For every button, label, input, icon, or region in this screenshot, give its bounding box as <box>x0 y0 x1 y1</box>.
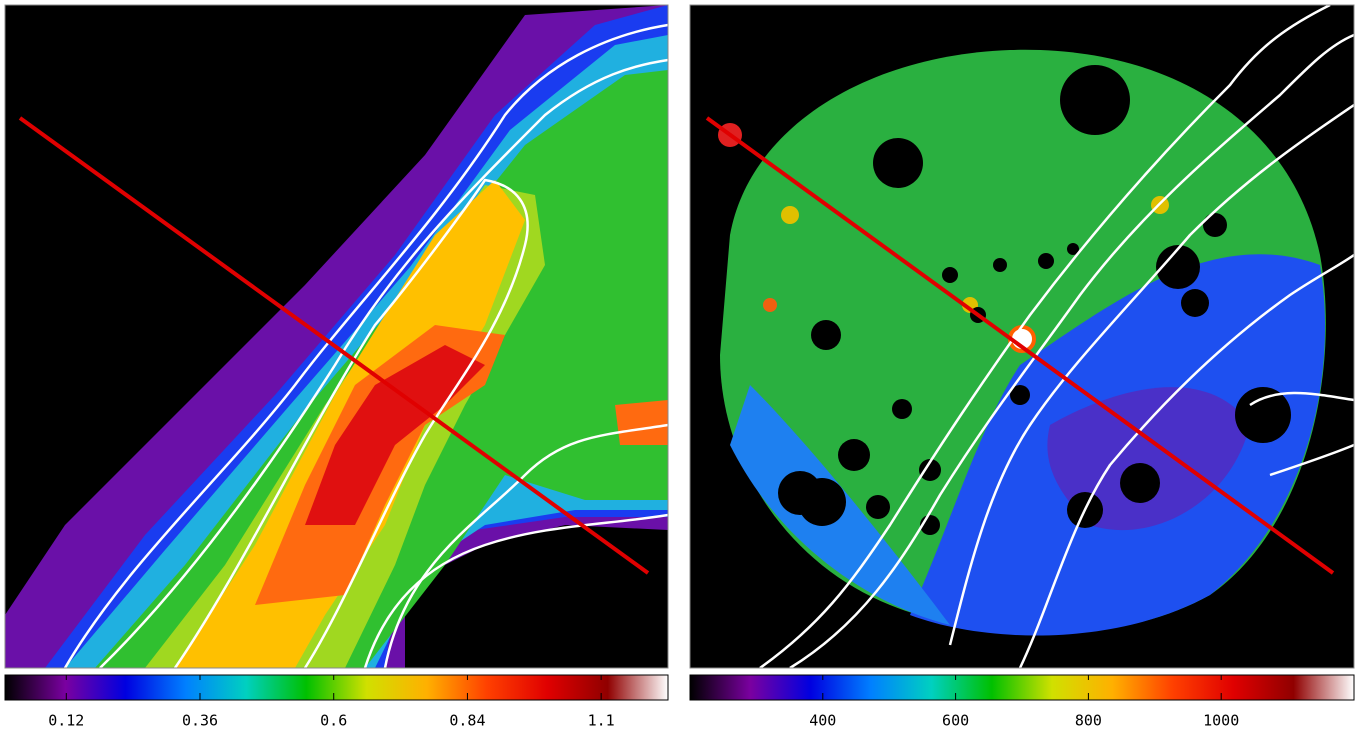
contour <box>1269 443 1355 477</box>
colorbar-tick-label: 1000 <box>1203 712 1239 730</box>
masked-source <box>1235 387 1291 443</box>
contour <box>1018 253 1355 669</box>
contour <box>99 58 669 669</box>
contour <box>63 23 669 669</box>
panel-frame <box>689 4 1355 669</box>
masked-source <box>919 459 941 481</box>
cut-line <box>18 116 650 575</box>
contour <box>1249 391 1355 407</box>
colorbar-tick-label: 0.12 <box>48 712 84 730</box>
hot-spot <box>781 206 799 224</box>
contour <box>789 33 1355 670</box>
masked-source <box>1181 289 1209 317</box>
colorbar <box>689 674 1355 701</box>
masked-source <box>778 471 822 515</box>
masked-source <box>892 399 912 419</box>
masked-source <box>1010 385 1030 405</box>
panel-frame <box>4 4 669 669</box>
hot-spot <box>763 298 777 312</box>
colorbar-tick-label: 0.36 <box>182 712 218 730</box>
region <box>1047 387 1250 531</box>
masked-source <box>993 258 1007 272</box>
colorbar-tick-label: 800 <box>1075 712 1102 730</box>
masked-source <box>1060 65 1130 135</box>
masked-source <box>873 138 923 188</box>
cut-line <box>705 116 1335 575</box>
colorbar-tick-label: 1.1 <box>588 712 615 730</box>
map-panel <box>5 5 669 669</box>
colorbar-tick-label: 400 <box>809 712 836 730</box>
map-panel <box>690 3 1355 670</box>
masked-source <box>942 267 958 283</box>
masked-source <box>811 320 841 350</box>
masked-source <box>1120 463 1160 503</box>
colorbar <box>4 674 669 701</box>
contour <box>383 423 669 669</box>
contour <box>759 3 1331 670</box>
masked-source <box>1067 243 1079 255</box>
contour <box>948 103 1355 646</box>
colorbar-tick-label: 600 <box>942 712 969 730</box>
region <box>615 400 668 445</box>
masked-source <box>866 495 890 519</box>
region <box>305 345 485 525</box>
colorbar-tick-label: 0.84 <box>449 712 485 730</box>
masked-source <box>1203 213 1227 237</box>
contour <box>173 178 529 669</box>
contour <box>363 513 669 669</box>
colorbar-tick-label: 0.6 <box>320 712 347 730</box>
masked-source <box>1038 253 1054 269</box>
masked-source <box>1156 245 1200 289</box>
masked-source <box>838 439 870 471</box>
